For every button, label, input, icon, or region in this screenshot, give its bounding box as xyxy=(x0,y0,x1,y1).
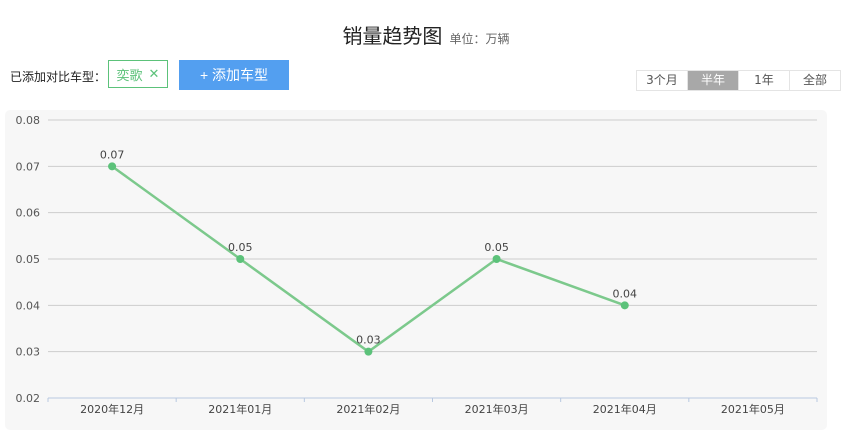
model-tag-label: 奕歌 xyxy=(116,68,143,84)
range-tab[interactable]: 3个月 xyxy=(646,73,678,87)
x-tick-label: 2021年05月 xyxy=(721,402,785,416)
data-label: 0.04 xyxy=(613,287,638,300)
chart-panel xyxy=(5,110,827,430)
x-tick-label: 2021年03月 xyxy=(465,402,529,416)
close-icon[interactable]: ✕ xyxy=(148,66,160,82)
x-tick-label: 2021年02月 xyxy=(336,402,400,416)
data-point xyxy=(492,255,501,263)
y-tick-label: 0.07 xyxy=(16,160,41,173)
y-tick-label: 0.06 xyxy=(16,207,41,220)
model-tag: 奕歌 ✕ xyxy=(108,60,168,88)
x-tick-label: 2021年04月 xyxy=(593,402,657,416)
data-label: 0.05 xyxy=(484,241,509,254)
y-tick-label: 0.08 xyxy=(16,114,41,127)
title-text: 销量趋势图 xyxy=(342,24,443,48)
x-tick-label: 2020年12月 xyxy=(80,402,144,416)
x-tick-label: 2021年01月 xyxy=(208,402,272,416)
data-label: 0.07 xyxy=(100,148,125,161)
y-tick-label: 0.05 xyxy=(16,253,41,266)
add-model-button[interactable]: + 添加车型 xyxy=(179,60,289,90)
data-label: 0.03 xyxy=(356,334,381,347)
range-tabs: 3个月 半年 1年 全部 xyxy=(636,70,841,91)
y-tick-label: 0.04 xyxy=(16,299,41,312)
y-tick-label: 0.03 xyxy=(16,346,41,359)
range-tab[interactable]: 半年 xyxy=(687,71,738,90)
chart-title: 销量趋势图 单位：万辆 xyxy=(0,20,852,49)
data-point xyxy=(236,255,245,263)
added-models-label: 已添加对比车型： xyxy=(10,70,107,84)
data-point xyxy=(108,162,117,171)
unit-text: 单位：万辆 xyxy=(449,32,510,46)
range-tab[interactable]: 全部 xyxy=(789,71,840,90)
range-tab[interactable]: 1年 xyxy=(738,71,789,90)
data-label: 0.05 xyxy=(228,241,253,254)
data-point xyxy=(620,301,629,310)
data-point xyxy=(364,347,373,356)
y-tick-label: 0.02 xyxy=(16,392,41,405)
